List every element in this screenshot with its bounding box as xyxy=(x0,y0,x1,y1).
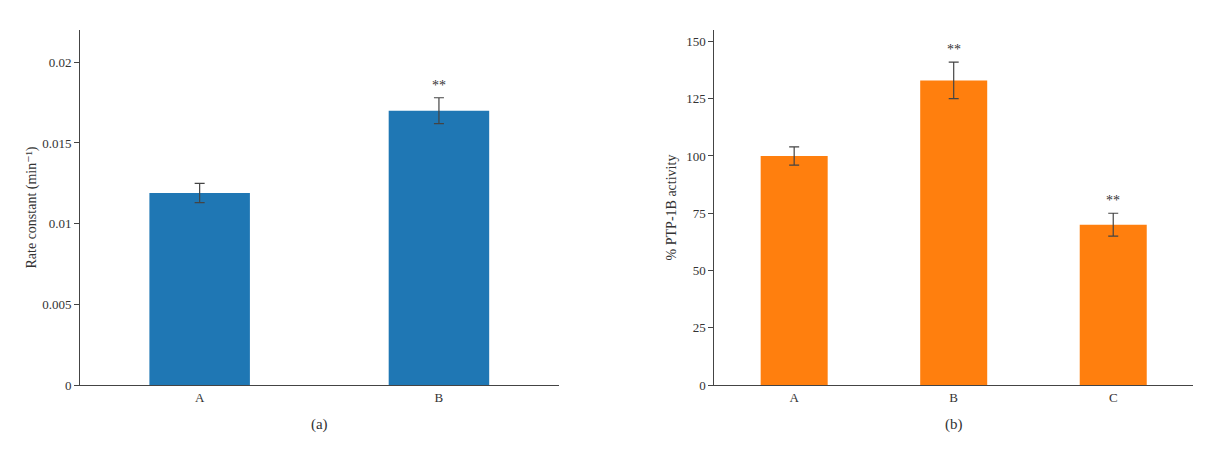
svg-text:0.015: 0.015 xyxy=(42,136,71,151)
svg-text:25: 25 xyxy=(693,320,706,335)
svg-text:A: A xyxy=(789,390,799,405)
svg-text:50: 50 xyxy=(693,263,706,278)
svg-text:**: ** xyxy=(947,42,961,57)
svg-text:150: 150 xyxy=(686,34,706,49)
svg-text:B: B xyxy=(435,390,444,405)
svg-text:(a): (a) xyxy=(311,416,328,433)
svg-text:0.01: 0.01 xyxy=(49,216,72,231)
svg-text:B: B xyxy=(949,390,958,405)
svg-text:**: ** xyxy=(432,78,446,93)
svg-text:125: 125 xyxy=(686,91,706,106)
svg-text:(b): (b) xyxy=(945,416,963,433)
svg-text:0.02: 0.02 xyxy=(49,55,72,70)
svg-text:A: A xyxy=(195,390,205,405)
svg-text:**: ** xyxy=(1106,193,1120,208)
svg-text:Rate constant (min⁻¹): Rate constant (min⁻¹) xyxy=(24,146,40,268)
svg-text:100: 100 xyxy=(686,149,706,164)
svg-text:0: 0 xyxy=(65,378,72,393)
svg-text:0: 0 xyxy=(699,378,706,393)
svg-text:0.005: 0.005 xyxy=(42,297,71,312)
svg-text:75: 75 xyxy=(693,206,706,221)
svg-text:C: C xyxy=(1109,390,1118,405)
svg-text:% PTP-1B activity: % PTP-1B activity xyxy=(664,155,679,261)
